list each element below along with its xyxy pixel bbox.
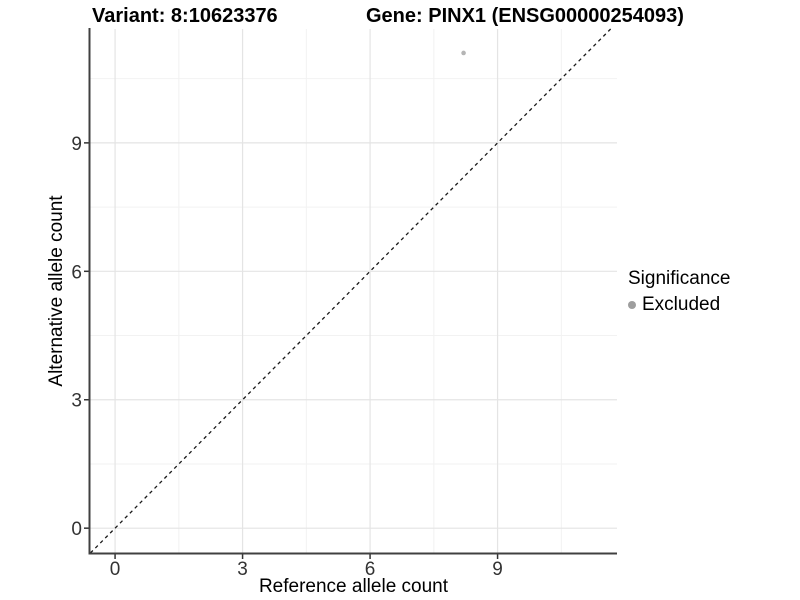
y-tick-label: 6 — [71, 262, 82, 283]
plot-title-gene: Gene: PINX1 (ENSG00000254093) — [366, 5, 684, 27]
excluded-point-icon — [628, 301, 636, 309]
x-tick-label: 6 — [365, 559, 376, 580]
legend: Significance Excluded — [628, 268, 730, 316]
x-tick-label: 3 — [237, 559, 248, 580]
y-axis-title: Alternative allele count — [46, 195, 67, 387]
legend-entry-excluded: Excluded — [628, 294, 730, 316]
y-tick-label: 3 — [71, 391, 82, 412]
y-tick-label: 0 — [71, 519, 82, 540]
plot-title-variant: Variant: 8:10623376 — [92, 5, 278, 27]
y-tick-label: 9 — [71, 134, 82, 155]
legend-entry-label: Excluded — [642, 294, 721, 315]
x-tick-label: 0 — [110, 559, 121, 580]
x-axis-title: Reference allele count — [258, 576, 449, 597]
legend-title: Significance — [628, 268, 731, 289]
x-tick-label: 9 — [492, 559, 503, 580]
data-point — [461, 50, 466, 56]
plot-panel — [90, 29, 617, 553]
